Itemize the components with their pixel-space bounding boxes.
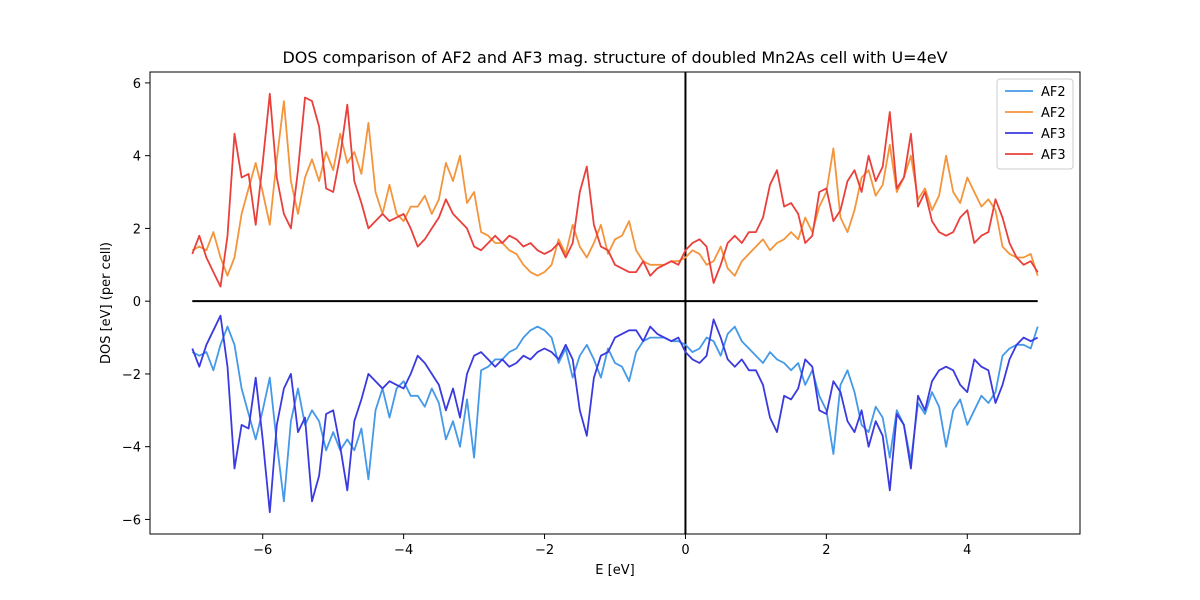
y-axis-label: DOS [eV] (per cell) [99,242,114,364]
legend-label-2: AF2 [1041,106,1066,121]
y-tick-label: 6 [133,77,141,92]
x-tick-label: −2 [535,543,554,558]
series-line-4 [191,92,1039,288]
y-tick-label: −6 [122,513,141,528]
y-tick-label: −4 [122,441,141,456]
x-tick-label: 2 [822,543,830,558]
y-tick-label: 2 [133,222,141,237]
legend: AF2 AF2 AF3 AF3 [996,78,1074,170]
chart-title: DOS comparison of AF2 and AF3 mag. struc… [282,48,947,67]
y-axis-ticks: −6 −4 −2 0 2 4 6 [122,77,150,528]
y-tick-label: −2 [122,368,141,383]
x-tick-label: −4 [394,543,413,558]
x-tick-label: 4 [963,543,971,558]
x-tick-label: −6 [253,543,272,558]
legend-label-4: AF3 [1041,148,1066,163]
x-axis-label: E [eV] [595,563,634,578]
x-axis-ticks: −6 −4 −2 0 2 4 [253,534,971,558]
legend-label-1: AF2 [1041,85,1066,100]
series-group [191,92,1039,514]
series-line-2 [191,100,1039,277]
series-line-3 [191,314,1039,514]
y-tick-label: 4 [133,150,141,165]
y-tick-label: 0 [133,295,141,310]
reference-lines [192,72,1038,534]
plot-frame [149,71,1081,535]
legend-box [996,78,1074,170]
x-tick-label: 0 [681,543,689,558]
legend-label-3: AF3 [1041,127,1066,142]
series-line-1 [191,325,1039,503]
